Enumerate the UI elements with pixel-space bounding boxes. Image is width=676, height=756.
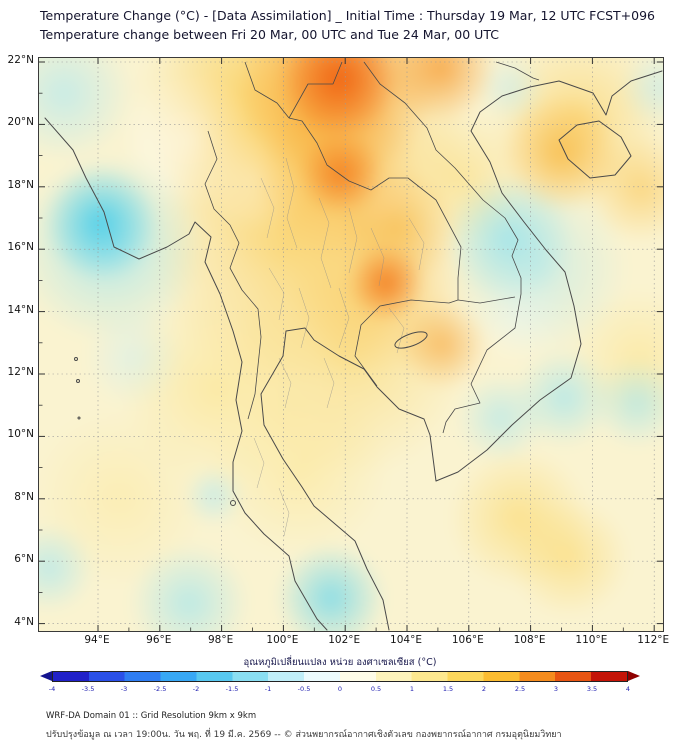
border-vietnam-china <box>495 61 540 81</box>
colorbar-tick-label: 1 <box>409 685 415 693</box>
x-axis-label: 112°E <box>637 634 670 646</box>
colorbar-tick-label: -3.5 <box>81 685 95 693</box>
y-axis-label: 4°N <box>14 615 34 628</box>
y-axis-label: 12°N <box>7 366 34 378</box>
y-axis-label: 14°N <box>7 303 34 316</box>
x-axis-label: 106°E <box>451 634 484 646</box>
border-laos-vietnam <box>363 61 522 434</box>
colorbar-label: อุณหภูมิเปลี่ยนแปลง หน่วย องศาเซลเซียส (… <box>243 657 437 668</box>
colorbar-tick-label: 0.5 <box>370 685 382 693</box>
x-axis-label: 94°E <box>84 634 110 646</box>
y-axis-label: 16°N <box>7 241 34 254</box>
coastlines <box>44 70 663 631</box>
model-info-text: WRF-DA Domain 01 :: Grid Resolution 9km … <box>46 711 257 721</box>
tonle-sap-lake <box>394 331 428 349</box>
x-axis-label: 108°E <box>513 634 546 646</box>
country-borders <box>204 61 540 434</box>
colorbar-tick-label: -3 <box>120 685 128 693</box>
colorbar: -4 -3.5 -3 -2.5 -2 -1.5 -1 -0.5 0 0.5 1 1.5 2 2.5 3 3.5… <box>40 671 640 701</box>
coastline-east <box>260 70 663 631</box>
credit-text: ปรับปรุงข้อมูล ณ เวลา 19:00น. วัน พฤ. ที… <box>46 730 562 740</box>
x-axis-label: 110°E <box>575 634 608 646</box>
hainan-island <box>558 120 632 179</box>
page-title: Temperature Change (°C) - [Data Assimila… <box>40 8 655 23</box>
y-axis-label: 22°N <box>7 54 34 66</box>
border-north <box>244 61 290 119</box>
province-boundaries <box>253 157 425 537</box>
grid-lines <box>39 58 663 631</box>
y-axis-label: 6°N <box>14 553 34 566</box>
colorbar-tick-label: -0.5 <box>297 685 311 693</box>
y-axis-label: 18°N <box>7 178 34 191</box>
colorbar-tick-label: -2.5 <box>153 685 167 693</box>
colorbar-tick-label: 2.5 <box>514 685 526 693</box>
colorbar-tick-label: 2 <box>481 685 487 693</box>
temperature-anomaly-field <box>39 58 663 631</box>
colorbar-tick-label: -2 <box>192 685 200 693</box>
x-axis-label: 104°E <box>390 634 422 646</box>
border-laos-cambodia <box>457 296 516 304</box>
x-axis-label: 100°E <box>266 634 299 646</box>
island-dot <box>76 379 80 383</box>
axis-tick-marks <box>39 58 663 631</box>
x-axis-label: 96°E <box>146 634 172 646</box>
colorbar-tick-label: -4 <box>48 685 56 693</box>
x-axis-label: 98°E <box>207 634 234 646</box>
border-thailand-laos-cambodia <box>288 117 462 387</box>
y-axis-label: 8°N <box>14 490 34 503</box>
colorbar-tick-label: 1.5 <box>442 685 454 693</box>
colorbar-tick-label: 3.5 <box>586 685 598 693</box>
y-axis-label: 10°N <box>7 428 34 441</box>
colorbar-tick-label: 4 <box>625 685 631 693</box>
border-china-laos <box>288 61 343 119</box>
phuket-island <box>230 500 236 506</box>
page-subtitle: Temperature change between Fri 20 Mar, 0… <box>40 27 499 42</box>
colorbar-tick-label: -1 <box>264 685 272 693</box>
colorbar-right-arrow <box>628 671 640 681</box>
island-dot <box>77 416 81 420</box>
colorbar-tick-label: 0 <box>337 685 343 693</box>
coastline-west <box>44 117 328 631</box>
border-myanmar-thailand <box>204 130 262 420</box>
island-dot <box>74 357 78 361</box>
map-plot <box>38 57 664 632</box>
x-axis-label: 102°E <box>328 634 361 646</box>
colorbar-gradient <box>52 671 628 682</box>
y-axis-label: 20°N <box>7 116 34 129</box>
map-overlay <box>39 58 663 631</box>
colorbar-tick-label: -1.5 <box>225 685 239 693</box>
colorbar-left-arrow <box>40 671 52 681</box>
colorbar-tick-label: 3 <box>553 685 559 693</box>
